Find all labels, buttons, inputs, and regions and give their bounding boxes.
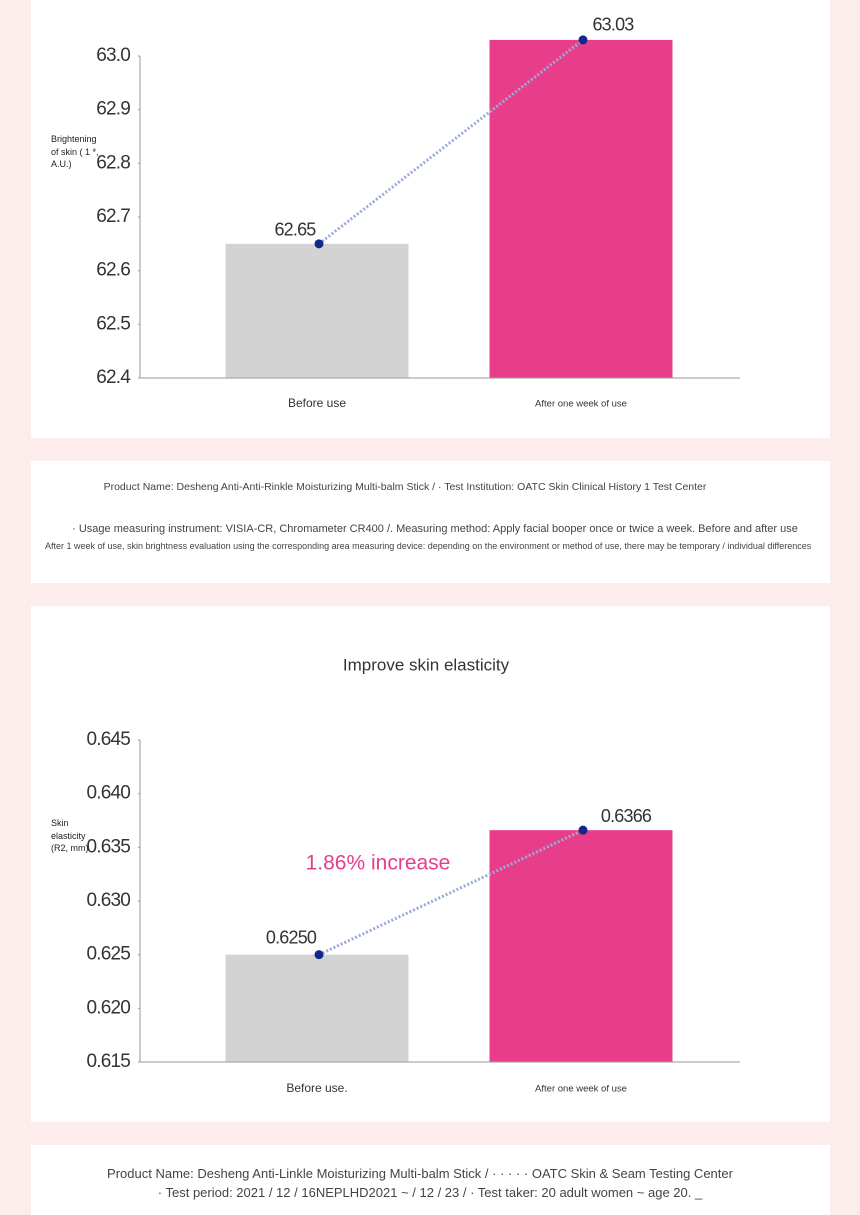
y-axis-label: Brightening of skin ( 1 *, A.U.)	[51, 134, 99, 169]
bar	[489, 830, 673, 1062]
y-tick-label: 62.4	[96, 367, 131, 388]
x-tick-label: Before use.	[286, 1081, 347, 1095]
chart-panel	[31, 0, 830, 438]
y-tick-label: 0.640	[86, 783, 130, 804]
data-point	[578, 35, 588, 45]
y-tick-label: 62.9	[96, 99, 130, 120]
y-tick-label: 0.630	[86, 890, 130, 911]
chart-title: Improve skin elasticity	[343, 655, 510, 674]
y-tick-label: 62.8	[96, 152, 130, 173]
annotation: 1.86% increase	[306, 852, 451, 875]
data-label: 0.6366	[601, 806, 652, 826]
data-point	[314, 239, 324, 249]
x-tick-label: After one week of use	[535, 399, 627, 410]
note-text: After 1 week of use, skin brightness eva…	[45, 541, 812, 551]
x-tick-label: After one week of use	[535, 1084, 627, 1095]
y-tick-label: 63.0	[96, 45, 130, 66]
y-tick-label: 0.625	[86, 944, 130, 965]
notes-panel	[31, 1145, 830, 1215]
data-point	[578, 825, 588, 835]
trend-line	[318, 38, 584, 246]
y-tick-label: 62.5	[96, 313, 130, 334]
note-text: Product Name: Desheng Anti-Anti-Rinkle M…	[103, 481, 707, 493]
trend-line	[318, 828, 584, 957]
data-label: 0.6250	[266, 927, 317, 947]
x-tick-label: Before use	[288, 396, 346, 410]
y-axis-label: Skin elasticity (R2, mm)	[51, 818, 89, 853]
note-text: · Test period: 2021 / 12 / 16NEPLHD2021 …	[157, 1185, 703, 1200]
y-tick-label: 62.7	[96, 206, 130, 227]
chart-panel	[31, 606, 830, 1122]
y-tick-label: 0.620	[86, 997, 130, 1018]
y-tick-label: 0.635	[86, 836, 130, 857]
data-label: 63.03	[592, 15, 634, 35]
bar	[225, 954, 409, 1062]
data-label: 62.65	[274, 220, 316, 240]
y-tick-label: 0.615	[86, 1051, 130, 1072]
y-tick-label: 0.645	[86, 729, 130, 750]
note-text: Product Name: Desheng Anti-Linkle Moistu…	[107, 1166, 733, 1181]
data-point	[314, 950, 324, 960]
bar	[489, 39, 673, 379]
y-tick-label: 62.6	[96, 260, 130, 281]
note-text: · Usage measuring instrument: VISIA-CR, …	[72, 523, 798, 535]
bar	[225, 243, 409, 378]
notes-panel	[31, 461, 830, 583]
